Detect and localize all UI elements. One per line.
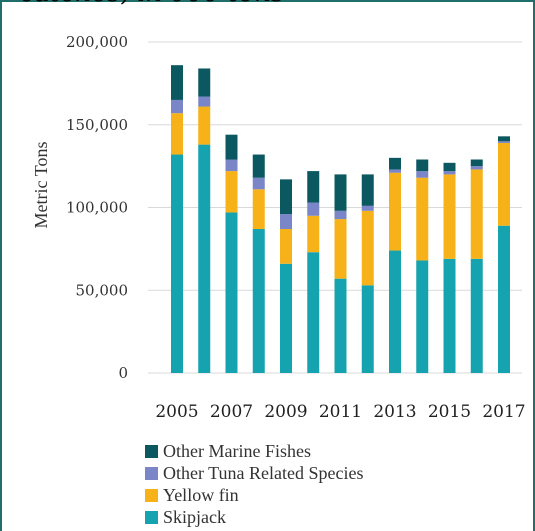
y-tick-label: 50,000 [76, 281, 129, 299]
bar-other-marine-fishes-2012 [361, 174, 374, 206]
bar-other-marine-fishes-2009 [280, 179, 292, 215]
bar-other-tuna-related-species-2007 [225, 159, 238, 172]
bar-skipjack-2015 [443, 258, 456, 373]
bar-other-tuna-related-species-2015 [443, 171, 456, 175]
bar-yellow-fin-2017 [498, 142, 510, 226]
x-tick-label: 2011 [319, 402, 362, 422]
bar-yellow-fin-2011 [334, 219, 347, 279]
bar-other-tuna-related-species-2011 [334, 210, 347, 220]
bar-other-tuna-related-species-2017 [498, 141, 510, 143]
bar-yellow-fin-2005 [171, 113, 183, 155]
legend-swatch [145, 488, 158, 502]
bar-skipjack-2013 [389, 250, 401, 373]
bar-yellow-fin-2016 [470, 169, 483, 259]
legend-item-other-marine-fishes: Other Marine Fishes [145, 440, 363, 462]
legend-item-skipjack: Skipjack [145, 506, 363, 528]
x-tick-label: 2015 [428, 402, 471, 422]
bar-yellow-fin-2015 [443, 174, 456, 259]
x-tick-label: 2007 [210, 402, 253, 422]
legend-label: Yellow fin [163, 484, 239, 505]
bar-yellow-fin-2007 [225, 171, 238, 213]
y-tick-label: 200,000 [66, 33, 128, 51]
page-title: catches, in 000 tons [20, 0, 284, 8]
legend-swatch [145, 444, 158, 458]
bar-yellow-fin-2013 [389, 172, 401, 251]
y-axis-label: Metric Tons [31, 142, 51, 229]
x-axis-ticks: 2005 2007 2009 2011 2013 2015 2017 [155, 402, 525, 422]
bar-yellow-fin-2014 [416, 177, 429, 261]
bar-other-tuna-related-species-2008 [252, 177, 265, 190]
legend-label: Skipjack [163, 506, 226, 527]
y-tick-label: 100,000 [66, 199, 128, 217]
bar-other-marine-fishes-2016 [470, 159, 483, 167]
bar-skipjack-2006 [198, 144, 211, 373]
bars [171, 65, 510, 373]
bar-other-marine-fishes-2010 [307, 171, 320, 203]
legend-swatch [145, 510, 158, 524]
bar-other-tuna-related-species-2010 [307, 202, 320, 216]
bar-other-marine-fishes-2005 [171, 65, 183, 100]
bar-other-tuna-related-species-2014 [416, 171, 429, 178]
bar-other-tuna-related-species-2009 [280, 214, 292, 230]
bar-other-tuna-related-species-2012 [361, 205, 374, 211]
x-tick-label: 2009 [264, 402, 307, 422]
bar-other-tuna-related-species-2016 [470, 166, 483, 170]
bar-skipjack-2005 [171, 154, 183, 373]
bar-other-marine-fishes-2017 [498, 136, 510, 142]
bar-skipjack-2010 [307, 252, 320, 373]
bar-other-marine-fishes-2011 [334, 174, 347, 211]
legend-item-yellow-fin: Yellow fin [145, 484, 363, 506]
bar-other-tuna-related-species-2013 [389, 169, 401, 173]
y-axis-ticks: 0 50,000 100,000 150,000 200,000 [66, 33, 128, 382]
bar-other-marine-fishes-2007 [225, 134, 238, 160]
legend-swatch [145, 466, 158, 480]
bar-skipjack-2017 [498, 225, 510, 373]
bar-yellow-fin-2012 [361, 210, 374, 286]
bar-skipjack-2008 [252, 229, 265, 373]
legend-label: Other Marine Fishes [163, 440, 311, 461]
x-tick-label: 2005 [155, 402, 198, 422]
bar-yellow-fin-2008 [252, 189, 265, 230]
bar-skipjack-2009 [280, 263, 292, 373]
bar-skipjack-2014 [416, 260, 429, 373]
bar-other-marine-fishes-2008 [252, 154, 265, 178]
legend-label: Other Tuna Related Species [163, 462, 364, 483]
legend-item-other-tuna-related-species: Other Tuna Related Species [145, 462, 363, 484]
bar-other-tuna-related-species-2005 [171, 99, 183, 114]
bar-skipjack-2011 [334, 278, 347, 373]
bar-other-marine-fishes-2006 [198, 68, 211, 97]
bar-yellow-fin-2006 [198, 106, 211, 145]
bar-other-marine-fishes-2015 [443, 162, 456, 172]
bar-skipjack-2007 [225, 212, 238, 373]
bar-other-marine-fishes-2013 [389, 157, 401, 170]
x-tick-label: 2013 [373, 402, 416, 422]
y-tick-label: 0 [118, 364, 128, 382]
bar-yellow-fin-2009 [280, 229, 292, 264]
bar-yellow-fin-2010 [307, 215, 320, 253]
y-tick-label: 150,000 [66, 116, 128, 134]
bar-other-marine-fishes-2014 [416, 159, 429, 172]
bar-skipjack-2016 [470, 258, 483, 373]
bar-skipjack-2012 [361, 285, 374, 373]
x-tick-label: 2017 [482, 402, 525, 422]
bar-other-tuna-related-species-2006 [198, 96, 211, 107]
legend: Other Marine Fishes Other Tuna Related Sp… [145, 440, 363, 528]
